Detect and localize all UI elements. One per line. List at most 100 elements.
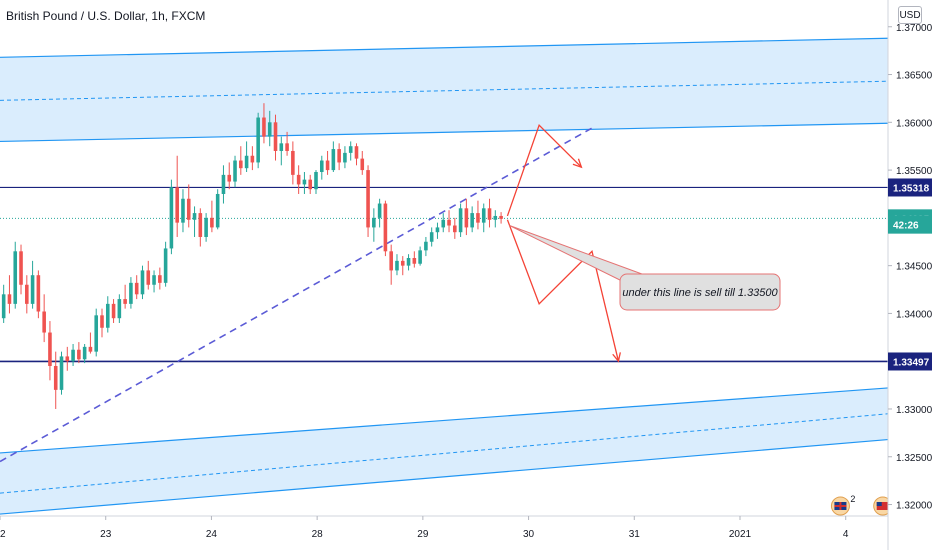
candle-body [262,117,266,137]
projection-arrow [506,123,582,217]
candle-body [123,299,127,304]
currency-button[interactable]: USD [898,6,922,24]
channel-lower-fill [0,387,888,515]
event-label: 2 [850,494,855,504]
candle-body [169,187,174,249]
candle-body [429,232,434,242]
callout-layer[interactable]: under this line is sell till 1.33500 [509,225,781,311]
candle-body [296,174,301,185]
candle-body [348,146,353,153]
channel-lower-top [0,387,889,454]
channel-lower-bottom [0,438,889,515]
candle-body [210,217,214,228]
channel-upper-bottom [0,122,889,143]
candle-body [7,294,12,304]
x-tick-label: 4 [843,529,849,540]
us-flag-icon [876,502,889,510]
x-tick-label: 23 [100,529,112,540]
candles-layer [1,103,503,409]
candle-body [377,203,382,218]
candle-body [117,299,122,319]
y-tick-label: 1.35500 [896,166,932,177]
candle-body [1,294,6,319]
candle-body [152,275,156,285]
projection-arrow [506,219,620,362]
callout-text: under this line is sell till 1.33500 [622,287,778,299]
candle-body [360,158,365,171]
candle-body [239,160,243,169]
candle-body [406,258,411,266]
candle-body [418,250,422,264]
candle-body [314,172,318,190]
candle-body [366,170,370,228]
candle-body [204,217,208,237]
candle-body [77,349,81,360]
candle-body [88,346,93,352]
channel-upper-fill [0,38,888,142]
candle-body [464,208,469,228]
trendline-layer [0,127,593,463]
candle-body [470,213,474,228]
candle-body [48,332,52,366]
candle-body [146,270,151,285]
candle-body [273,122,278,151]
candle-body [291,150,295,175]
x-tick-label: 24 [206,529,218,540]
candle-body [233,160,237,182]
candle-body [302,179,307,185]
candle-body [19,251,23,285]
candle-body [256,117,260,163]
candle-body [30,275,35,304]
candle-body [424,241,428,251]
x-tick-label: 28 [312,529,324,540]
candle-body [163,248,168,283]
candle-body [134,282,139,295]
candle-body [412,258,417,264]
candle-body [82,346,87,360]
price-labels-layer: 1.353181.3499542:261.33497 [888,178,932,371]
channel-lower-mid [0,413,889,494]
price-axis-bg [888,0,932,550]
candle-body [337,149,341,163]
y-tick-label: 1.33000 [896,405,932,416]
candle-body [400,260,405,266]
candle-body [279,143,284,151]
x-tick-label: 30 [523,529,535,540]
candle-body [499,215,503,219]
candle-body [94,315,99,352]
price-label-text: 42:26 [893,221,919,232]
candle-body [476,213,480,223]
candle-body [71,349,75,362]
candle-body [175,187,179,223]
candle-body [59,356,64,390]
candle-body [319,160,324,172]
candle-body [158,275,162,283]
x-tick-label: 31 [629,529,641,540]
candle-body [192,213,197,220]
candle-body [186,198,191,220]
event-marker[interactable]: 2 [830,494,855,516]
candle-body [343,152,347,163]
candle-body [493,215,498,220]
candle-body [325,160,330,171]
arrows-layer [506,123,621,363]
candle-body [250,155,255,163]
candle-body [453,225,457,233]
candle-body [227,174,232,182]
callout-box[interactable] [619,273,781,311]
channel-upper-top [0,37,889,58]
candle-body [308,179,313,190]
us-flag-canton [876,502,882,506]
channels-layer [0,37,889,515]
candle-body [13,251,18,304]
candle-body [198,213,203,237]
y-tick-label: 1.36500 [896,71,932,82]
candle-body [447,219,451,226]
x-tick-label: 2021 [729,529,752,540]
candle-body [111,303,116,319]
candle-body [25,284,29,304]
candle-body [487,208,492,220]
